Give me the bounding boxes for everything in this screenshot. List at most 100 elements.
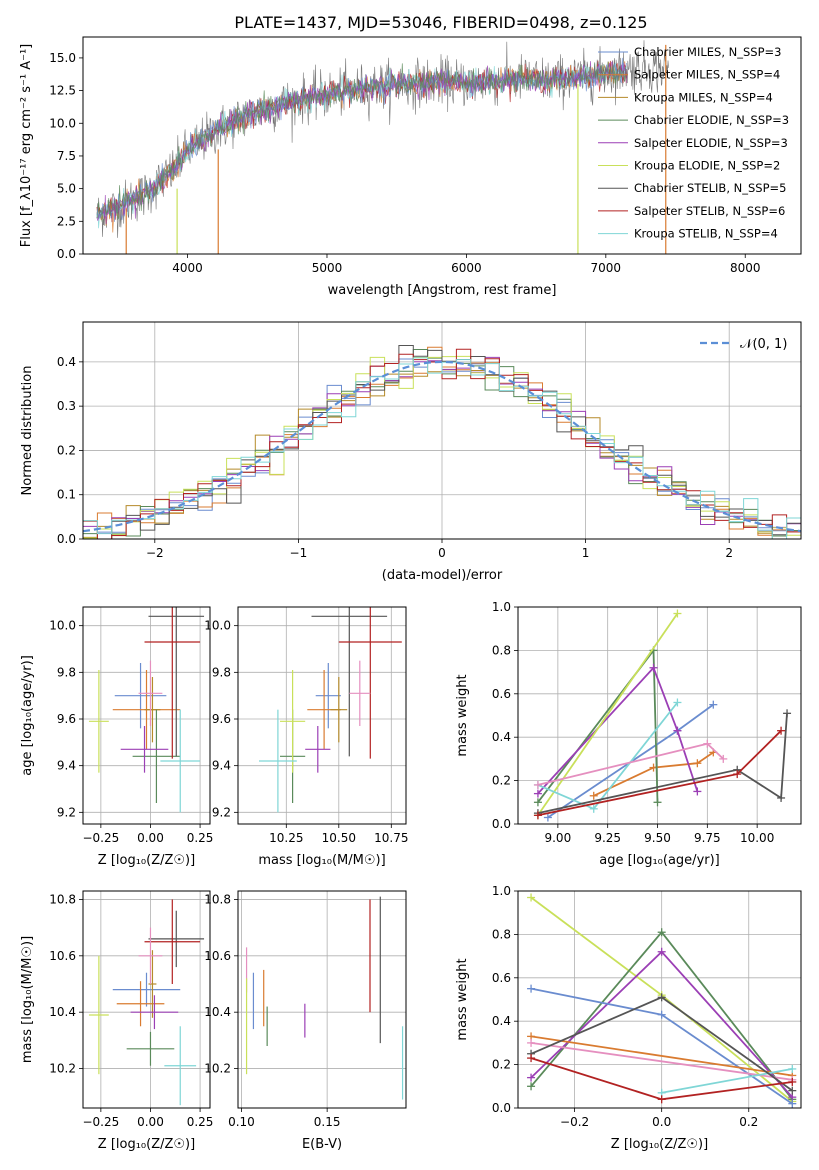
y-tick-label: 10.8: [204, 892, 231, 906]
x-tick-label: 0.25: [187, 1115, 214, 1129]
plot-area: [83, 891, 210, 1108]
y-axis-label: Flux [f_λ10⁻¹⁷ erg cm⁻² s⁻¹ A⁻¹]: [19, 44, 34, 248]
figure-title: PLATE=1437, MJD=53046, FIBERID=0498, z=0…: [234, 13, 647, 32]
x-tick-label: 0.2: [739, 1115, 758, 1129]
legend-label: Chabrier ELODIE, N_SSP=3: [634, 113, 789, 127]
axes-frame: [82, 321, 802, 540]
x-tick-label: 0.00: [137, 831, 164, 845]
y-tick-label: 1.0: [492, 884, 511, 898]
x-axis-label: Z [log₁₀(Z/Z☉)]: [98, 1137, 195, 1152]
x-tick-label: 7000: [591, 261, 622, 275]
y-tick-label: 9.4: [212, 759, 231, 773]
x-axis-label: (data-model)/error: [382, 568, 503, 583]
y-tick-label: 0.0: [57, 532, 76, 546]
axes-frame: [82, 890, 211, 1109]
weight-series-line: [530, 1035, 793, 1077]
x-tick-label: −0.25: [82, 831, 119, 845]
x-tick-label: 9.75: [694, 831, 721, 845]
axes-frame: [237, 606, 407, 825]
plot-area: [518, 891, 801, 1108]
panel-spectrum: 4000 5000 6000 7000 8000 0.0 2.5 5.0 7.5 10.0 12.5…: [19, 36, 802, 298]
x-tick-label: −2: [146, 546, 164, 560]
legend-label: Kroupa ELODIE, N_SSP=2: [634, 159, 780, 173]
y-axis-label: Normed distribution: [20, 366, 35, 496]
y-tick-label: 0.0: [492, 817, 511, 831]
axes-frame: [517, 890, 802, 1109]
x-axis-label: E(B-V): [302, 1137, 342, 1152]
x-tick-label: 0.00: [137, 1115, 164, 1129]
y-tick-label: 0.3: [57, 399, 76, 413]
weight-series-line: [661, 1068, 793, 1094]
y-tick-label: 0.2: [492, 1058, 511, 1072]
y-tick-label: 9.8: [212, 665, 231, 679]
y-tick-label: 10.0: [49, 619, 76, 633]
y-tick-label: 0.6: [492, 687, 511, 701]
axes-frame: [82, 606, 211, 825]
weight-series-line: [530, 1042, 793, 1081]
y-tick-label: 0.8: [492, 643, 511, 657]
x-tick-label: 9.25: [594, 831, 621, 845]
weight-series-line: [537, 713, 788, 814]
x-tick-label: 0: [438, 546, 446, 560]
residual-histogram: [83, 345, 801, 539]
legend-label: Chabrier MILES, N_SSP=3: [634, 45, 781, 59]
x-tick-label: 0.10: [228, 1115, 255, 1129]
y-tick-label: 10.0: [204, 619, 231, 633]
x-tick-label: 10.75: [374, 831, 408, 845]
x-tick-label: 5000: [312, 261, 343, 275]
x-axis-label: mass [log₁₀(M/M☉)]: [258, 853, 385, 868]
x-axis-label: Z [log₁₀(Z/Z☉)]: [98, 853, 195, 868]
x-axis-label: wavelength [Angstrom, rest frame]: [328, 283, 557, 298]
x-tick-label: 10.25: [269, 831, 303, 845]
gaussian-reference: [83, 360, 801, 533]
y-tick-label: 10.4: [204, 1005, 231, 1019]
x-tick-label: 0.0: [652, 1115, 671, 1129]
axes-frame: [237, 890, 407, 1109]
plot-area: [238, 607, 406, 824]
axes-frame: [82, 36, 802, 255]
x-tick-label: 6000: [451, 261, 482, 275]
y-tick-label: 9.4: [57, 759, 76, 773]
y-tick-label: 0.4: [492, 730, 511, 744]
x-tick-label: 8000: [730, 261, 761, 275]
panel-mass-vs-EBV: 0.10 0.15 10.2 10.4 10.6 10.8 E(B-V): [204, 890, 407, 1152]
y-tick-label: 9.6: [57, 712, 76, 726]
x-tick-label: −0.2: [560, 1115, 589, 1129]
weight-series-line: [593, 751, 714, 797]
y-tick-label: 0.0: [57, 247, 76, 261]
y-axis-label: mass weight: [455, 958, 470, 1040]
x-tick-label: 9.50: [644, 831, 671, 845]
x-axis-label: Z [log₁₀(Z/Z☉)]: [611, 1137, 708, 1152]
y-axis-label: mass [log₁₀(M/M☉)]: [20, 936, 35, 1063]
model-spectrum: [96, 61, 627, 222]
x-tick-label: 9.00: [544, 831, 571, 845]
panel-residuals: −2 −1 0 1 2 0.0 0.1 0.2 0.3 0.4 (data-model)/error…: [20, 321, 802, 583]
y-tick-label: 7.5: [57, 149, 76, 163]
plot-area: [238, 891, 406, 1108]
y-tick-label: 9.2: [57, 805, 76, 819]
y-tick-label: 9.6: [212, 712, 231, 726]
legend-label: Salpeter ELODIE, N_SSP=3: [634, 136, 788, 150]
legend-label: Salpeter STELIB, N_SSP=6: [634, 204, 785, 218]
y-tick-label: 0.4: [492, 1014, 511, 1028]
y-tick-label: 5.0: [57, 182, 76, 196]
x-tick-label: 0.25: [187, 831, 214, 845]
residual-histogram: [83, 357, 801, 539]
axes-frame: [517, 606, 802, 825]
x-tick-label: 10.50: [322, 831, 356, 845]
plot-area: [83, 322, 801, 539]
y-tick-label: 10.6: [49, 949, 76, 963]
plot-area: [83, 607, 210, 824]
y-tick-label: 2.5: [57, 214, 76, 228]
panel-weight-vs-Z: −0.2 0.0 0.2 0.0 0.2 0.4 0.6 0.8 1.0 Z [log₁₀(Z/Z…: [455, 884, 802, 1152]
y-tick-label: 12.5: [49, 84, 76, 98]
x-tick-label: 2: [725, 546, 733, 560]
legend-label: Kroupa MILES, N_SSP=4: [634, 90, 773, 104]
x-tick-label: −0.25: [82, 1115, 119, 1129]
y-tick-label: 10.4: [49, 1005, 76, 1019]
panel-age-vs-Z: −0.25 0.00 0.25 9.2 9.4 9.6 9.8 10.0 Z [log₁₀(Z/…: [20, 606, 214, 868]
y-tick-label: 0.6: [492, 971, 511, 985]
y-tick-label: 0.2: [492, 774, 511, 788]
y-tick-label: 10.2: [49, 1062, 76, 1076]
y-tick-label: 0.4: [57, 355, 76, 369]
